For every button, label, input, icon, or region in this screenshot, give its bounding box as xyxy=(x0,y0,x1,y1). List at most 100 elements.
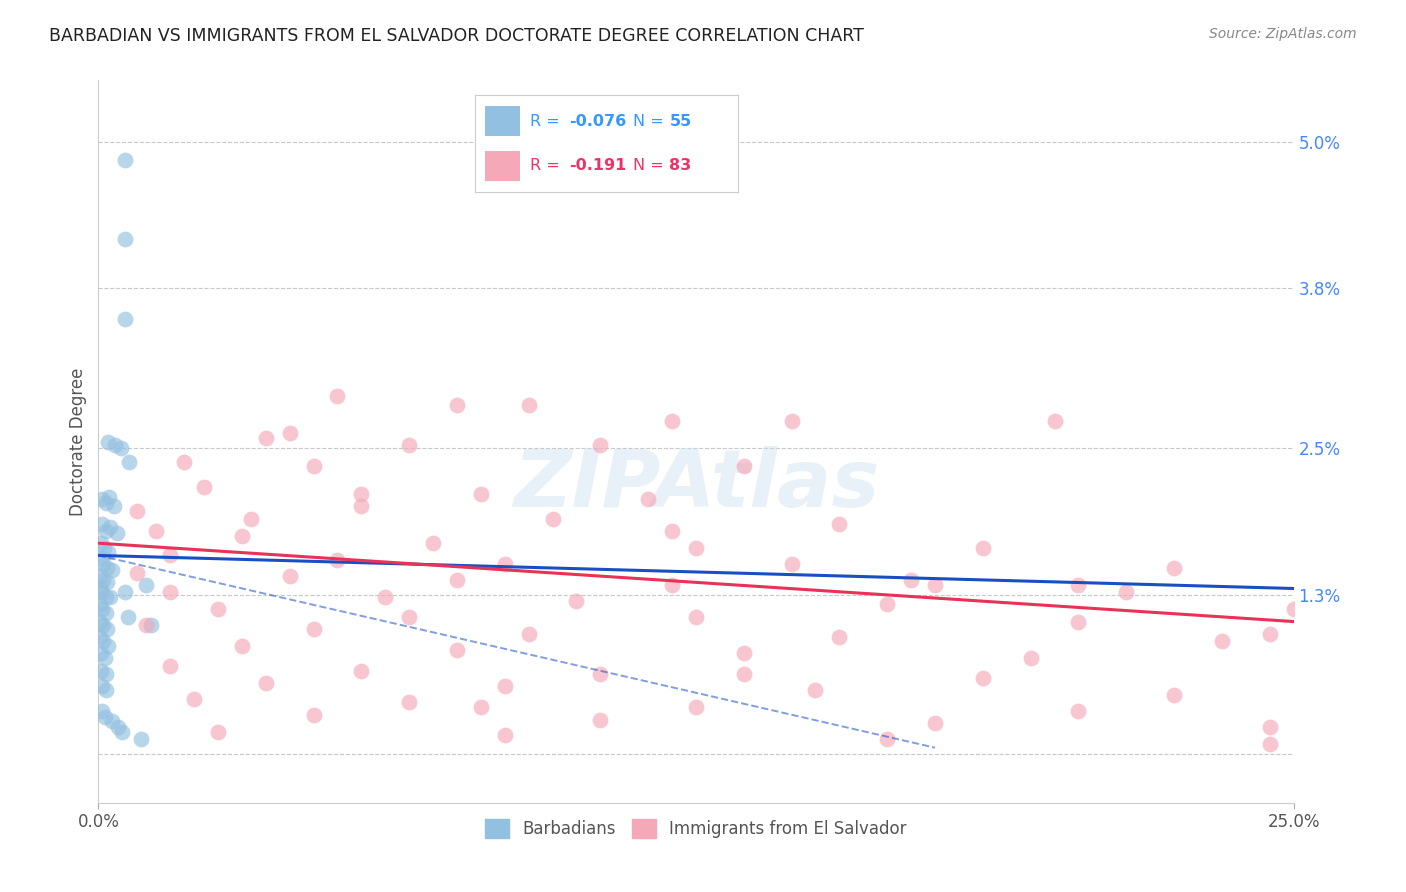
Point xyxy=(254,431,277,445)
Point xyxy=(589,667,612,681)
Point xyxy=(91,585,114,599)
Point xyxy=(398,609,420,624)
Point xyxy=(101,714,124,728)
Point xyxy=(107,720,129,734)
Point xyxy=(111,724,134,739)
Point xyxy=(1163,688,1185,702)
Point xyxy=(1067,578,1090,592)
Point xyxy=(876,598,898,612)
Point xyxy=(661,524,683,538)
Point xyxy=(89,631,111,645)
Point xyxy=(96,622,118,636)
Point xyxy=(1282,602,1305,616)
Point xyxy=(91,634,114,648)
Point xyxy=(350,664,373,678)
Point xyxy=(94,590,117,604)
Point xyxy=(637,492,659,507)
Point xyxy=(685,700,707,714)
Point xyxy=(114,232,136,246)
Point xyxy=(96,560,118,574)
Point xyxy=(231,529,253,543)
Point xyxy=(114,153,136,167)
Point xyxy=(98,520,122,534)
Point xyxy=(159,658,181,673)
Point xyxy=(90,647,112,661)
Y-axis label: Doctorate Degree: Doctorate Degree xyxy=(69,368,87,516)
Point xyxy=(278,569,301,583)
Point xyxy=(117,609,139,624)
Point xyxy=(91,516,114,531)
Point xyxy=(98,590,122,604)
Point xyxy=(89,615,111,629)
Point xyxy=(589,438,612,452)
Point xyxy=(91,492,114,507)
Point xyxy=(103,500,125,514)
Point xyxy=(1067,704,1090,718)
Point xyxy=(446,573,468,587)
Point xyxy=(828,516,851,531)
Point xyxy=(1258,720,1281,734)
Point xyxy=(231,639,253,653)
Point xyxy=(1258,737,1281,751)
Point xyxy=(89,582,111,596)
Point xyxy=(104,438,127,452)
Point xyxy=(661,414,683,428)
Point xyxy=(125,504,148,518)
Point xyxy=(207,724,229,739)
Point xyxy=(1163,560,1185,574)
Point xyxy=(1211,634,1233,648)
Point xyxy=(326,553,349,567)
Point xyxy=(114,312,136,326)
Point xyxy=(470,700,492,714)
Point xyxy=(125,566,148,580)
Point xyxy=(254,675,277,690)
Point xyxy=(541,511,564,525)
Point xyxy=(828,631,851,645)
Point xyxy=(94,651,117,665)
Point xyxy=(105,526,128,541)
Point xyxy=(517,627,540,641)
Point xyxy=(494,557,516,571)
Point xyxy=(733,647,755,661)
Point xyxy=(278,425,301,440)
Point xyxy=(446,642,468,657)
Point xyxy=(804,683,827,698)
Point xyxy=(89,569,111,583)
Point xyxy=(1019,651,1042,665)
Point xyxy=(145,524,167,538)
Point xyxy=(90,664,112,678)
Point xyxy=(139,618,162,632)
Point xyxy=(96,575,118,590)
Point xyxy=(159,585,181,599)
Point xyxy=(91,573,114,587)
Point xyxy=(1043,414,1066,428)
Point xyxy=(135,578,157,592)
Point xyxy=(350,487,373,501)
Point xyxy=(494,728,516,742)
Point xyxy=(661,578,683,592)
Point xyxy=(173,455,195,469)
Point xyxy=(131,732,153,747)
Point xyxy=(94,524,117,538)
Point xyxy=(972,671,994,685)
Point xyxy=(326,389,349,403)
Point xyxy=(589,713,612,727)
Point xyxy=(94,606,117,620)
Point xyxy=(93,541,115,555)
Point xyxy=(94,710,117,724)
Point xyxy=(94,683,117,698)
Point xyxy=(101,563,124,577)
Point xyxy=(446,398,468,412)
Point xyxy=(94,667,117,681)
Point xyxy=(89,598,111,612)
Point xyxy=(183,691,205,706)
Point xyxy=(733,458,755,473)
Point xyxy=(398,438,420,452)
Point xyxy=(924,716,946,731)
Point xyxy=(924,578,946,592)
Point xyxy=(780,557,803,571)
Point xyxy=(470,487,492,501)
Point xyxy=(302,622,325,636)
Point xyxy=(135,618,157,632)
Point xyxy=(97,434,120,449)
